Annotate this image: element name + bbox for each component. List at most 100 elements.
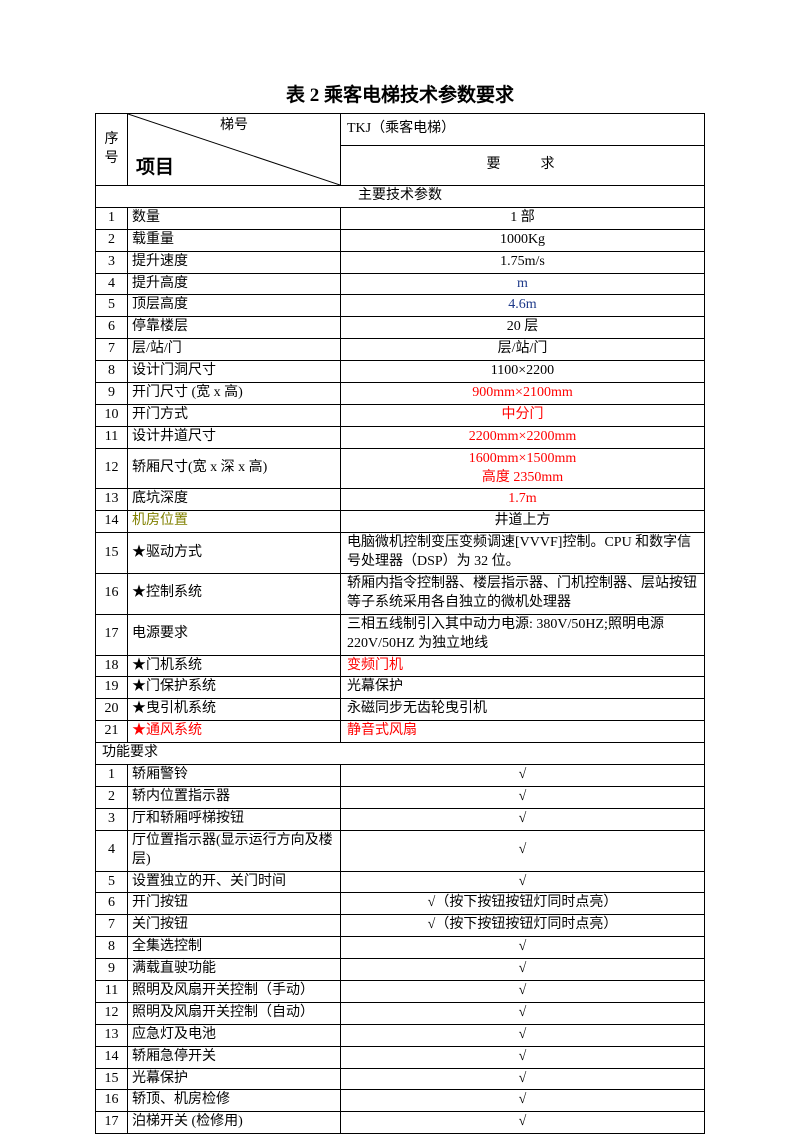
row-label: 设计门洞尺寸 — [128, 361, 341, 383]
table-row: 9开门尺寸 (宽 x 高)900mm×2100mm — [96, 383, 705, 405]
table-row: 6停靠楼层20 层 — [96, 317, 705, 339]
row-value: √ — [341, 1068, 705, 1090]
row-label: ★曳引机系统 — [128, 699, 341, 721]
row-label: ★驱动方式 — [128, 533, 341, 574]
table-row: 14轿厢急停开关√ — [96, 1046, 705, 1068]
row-no: 8 — [96, 361, 128, 383]
row-label: 提升高度 — [128, 273, 341, 295]
row-value: 1000Kg — [341, 229, 705, 251]
table-row: 12轿厢尺寸(宽 x 深 x 高)1600mm×1500mm高度 2350mm — [96, 448, 705, 489]
table-row: 4提升高度m — [96, 273, 705, 295]
row-no: 6 — [96, 893, 128, 915]
row-value: √ — [341, 937, 705, 959]
xiangmu-label: 项目 — [136, 155, 174, 181]
row-label: 开门尺寸 (宽 x 高) — [128, 383, 341, 405]
row-label: 开门按钮 — [128, 893, 341, 915]
row-label: 全集选控制 — [128, 937, 341, 959]
page-title: 表 2 乘客电梯技术参数要求 — [95, 80, 705, 107]
row-value: 1100×2200 — [341, 361, 705, 383]
row-value: 1.7m — [341, 489, 705, 511]
row-value: √ — [341, 1090, 705, 1112]
row-value: 层/站/门 — [341, 339, 705, 361]
table-row: 6开门按钮√（按下按钮按钮灯同时点亮） — [96, 893, 705, 915]
row-no: 17 — [96, 1112, 128, 1134]
row-label: 厅位置指示器(显示运行方向及楼层) — [128, 830, 341, 871]
row-no: 1 — [96, 765, 128, 787]
row-label: 载重量 — [128, 229, 341, 251]
tkj-header: TKJ（乘客电梯） — [341, 114, 705, 146]
spec-table: 序号 梯号 项目 TKJ（乘客电梯） 要求 主要技术参数 1数量1 部2载重量1… — [95, 113, 705, 1134]
table-row: 13底坑深度1.7m — [96, 489, 705, 511]
table-row: 8设计门洞尺寸1100×2200 — [96, 361, 705, 383]
section-func-req: 功能要求 — [96, 743, 705, 765]
row-label: 设置独立的开、关门时间 — [128, 871, 341, 893]
table-row: 8全集选控制√ — [96, 937, 705, 959]
row-no: 11 — [96, 426, 128, 448]
table-row: 3提升速度1.75m/s — [96, 251, 705, 273]
row-no: 2 — [96, 229, 128, 251]
tihao-label: 梯号 — [220, 117, 248, 136]
row-label: 泊梯开关 (检修用) — [128, 1112, 341, 1134]
table-row: 20★曳引机系统永磁同步无齿轮曳引机 — [96, 699, 705, 721]
row-label: 轿内位置指示器 — [128, 786, 341, 808]
row-label: 停靠楼层 — [128, 317, 341, 339]
table-row: 1数量1 部 — [96, 207, 705, 229]
row-value: 三相五线制引入其中动力电源: 380V/50HZ;照明电源220V/50HZ 为… — [341, 614, 705, 655]
row-no: 2 — [96, 786, 128, 808]
row-value: √（按下按钮按钮灯同时点亮） — [341, 893, 705, 915]
row-no: 16 — [96, 574, 128, 615]
row-label: 顶层高度 — [128, 295, 341, 317]
row-value: 20 层 — [341, 317, 705, 339]
row-value: 2200mm×2200mm — [341, 426, 705, 448]
row-value: 井道上方 — [341, 511, 705, 533]
row-label: 关门按钮 — [128, 915, 341, 937]
row-value: √ — [341, 1112, 705, 1134]
row-value: √ — [341, 1024, 705, 1046]
row-value: 轿厢内指令控制器、楼层指示器、门机控制器、层站按钮等子系统采用各自独立的微机处理… — [341, 574, 705, 615]
table-row: 15★驱动方式电脑微机控制变压变频调速[VVVF]控制。CPU 和数字信号处理器… — [96, 533, 705, 574]
row-no: 15 — [96, 1068, 128, 1090]
row-value: 1600mm×1500mm高度 2350mm — [341, 448, 705, 489]
row-label: 轿厢警铃 — [128, 765, 341, 787]
row-label: 照明及风扇开关控制（手动） — [128, 980, 341, 1002]
row-label: 轿厢急停开关 — [128, 1046, 341, 1068]
table-row: 16轿顶、机房检修√ — [96, 1090, 705, 1112]
row-label: ★门机系统 — [128, 655, 341, 677]
row-label: ★控制系统 — [128, 574, 341, 615]
section-tech-params: 主要技术参数 — [96, 186, 705, 208]
row-no: 7 — [96, 339, 128, 361]
row-no: 4 — [96, 830, 128, 871]
row-no: 5 — [96, 295, 128, 317]
row-no: 19 — [96, 677, 128, 699]
row-no: 13 — [96, 489, 128, 511]
row-no: 9 — [96, 383, 128, 405]
table-row: 17泊梯开关 (检修用)√ — [96, 1112, 705, 1134]
table-row: 12照明及风扇开关控制（自动）√ — [96, 1002, 705, 1024]
table-row: 1轿厢警铃√ — [96, 765, 705, 787]
row-no: 7 — [96, 915, 128, 937]
row-no: 12 — [96, 1002, 128, 1024]
row-value: 中分门 — [341, 404, 705, 426]
table-row: 18★门机系统变频门机 — [96, 655, 705, 677]
table-row: 19★门保护系统光幕保护 — [96, 677, 705, 699]
row-value: √ — [341, 808, 705, 830]
row-value: m — [341, 273, 705, 295]
row-label: 数量 — [128, 207, 341, 229]
row-no: 8 — [96, 937, 128, 959]
row-label: 底坑深度 — [128, 489, 341, 511]
row-no: 13 — [96, 1024, 128, 1046]
yaoqiu-header: 要求 — [341, 146, 705, 186]
row-label: 光幕保护 — [128, 1068, 341, 1090]
row-no: 16 — [96, 1090, 128, 1112]
seq-header: 序号 — [96, 114, 128, 186]
row-no: 10 — [96, 404, 128, 426]
row-label: 电源要求 — [128, 614, 341, 655]
row-no: 14 — [96, 1046, 128, 1068]
row-no: 9 — [96, 959, 128, 981]
table-row: 7层/站/门层/站/门 — [96, 339, 705, 361]
row-label: 机房位置 — [128, 511, 341, 533]
row-value: √ — [341, 830, 705, 871]
row-value: 1.75m/s — [341, 251, 705, 273]
table-row: 7关门按钮√（按下按钮按钮灯同时点亮） — [96, 915, 705, 937]
row-value: √ — [341, 765, 705, 787]
